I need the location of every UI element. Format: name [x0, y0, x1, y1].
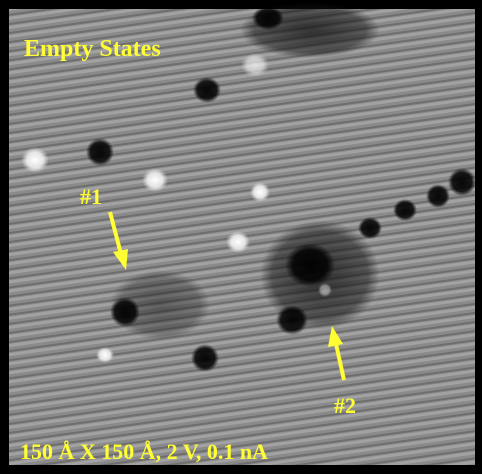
marker-label: #1: [80, 184, 102, 209]
title: Empty States: [24, 36, 161, 62]
marker-label: #2: [334, 393, 356, 418]
stm-image: Empty States #1 #2 150 Å X 150 Å, 2 V, 0…: [0, 0, 482, 474]
scan-info: 150 Å X 150 Å, 2 V, 0.1 nA: [20, 439, 268, 464]
